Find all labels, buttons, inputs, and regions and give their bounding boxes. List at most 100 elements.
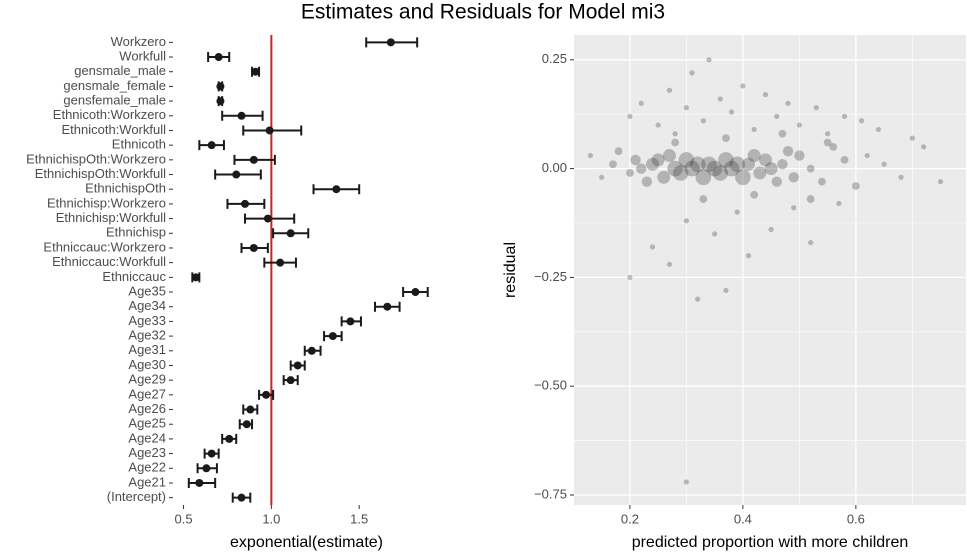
- point: [700, 118, 706, 124]
- estimate-point: [232, 170, 241, 179]
- estimate-point: [332, 185, 341, 194]
- estimate-point: [328, 332, 337, 341]
- point: [646, 157, 660, 171]
- point: [921, 144, 927, 150]
- y-tick-label: Age25: [128, 416, 166, 431]
- point: [818, 177, 826, 186]
- point: [806, 164, 815, 173]
- y-tick-label: Age33: [128, 313, 166, 328]
- y-tick-label: Workzero: [111, 34, 166, 49]
- y-tick-label: EthnichispOth:Workzero: [26, 151, 166, 166]
- y-tick-label: gensmale_female: [63, 78, 166, 93]
- estimate-point: [191, 273, 200, 282]
- x-axis-title: exponential(estimate): [230, 534, 383, 551]
- point: [909, 135, 915, 141]
- point: [937, 179, 944, 185]
- point: [758, 153, 772, 167]
- estimate-point: [207, 449, 216, 458]
- y-tick-label: Ethnichisp:Workfull: [56, 210, 166, 225]
- estimate-point: [246, 405, 255, 414]
- point: [706, 57, 712, 63]
- point: [825, 131, 831, 137]
- x-tick-label: 0.2: [621, 511, 639, 526]
- y-tick-label: Workfull: [119, 48, 166, 63]
- estimate-point: [249, 155, 258, 164]
- point: [777, 159, 788, 170]
- point: [728, 109, 735, 115]
- point: [636, 163, 647, 174]
- y-tick-label: −0.50: [534, 378, 567, 393]
- point: [823, 138, 832, 147]
- point: [747, 149, 761, 163]
- estimate-point: [293, 361, 302, 370]
- point: [689, 156, 706, 173]
- point: [796, 122, 802, 128]
- y-axis-title: residual: [502, 242, 519, 298]
- y-tick-label: Ethnichisp:Workzero: [47, 195, 166, 210]
- point: [851, 182, 860, 190]
- point: [630, 154, 641, 166]
- point: [718, 152, 734, 168]
- estimate-point: [225, 434, 234, 443]
- point: [788, 172, 799, 183]
- point: [753, 166, 767, 180]
- point: [599, 174, 605, 180]
- y-tick-label: Age32: [128, 328, 166, 343]
- point: [771, 176, 782, 187]
- y-tick-label: Ethniccauc:Workfull: [52, 254, 166, 269]
- y-tick-label: Ethniccauc:Workzero: [43, 239, 166, 254]
- x-tick-label: 0.5: [175, 511, 193, 526]
- y-tick-label: Ethniccauc: [102, 269, 166, 284]
- point: [609, 160, 617, 169]
- point: [671, 138, 680, 147]
- estimate-point: [262, 390, 271, 399]
- y-tick-label: 0.25: [542, 51, 567, 66]
- y-tick-label: Ethnichisp: [106, 225, 166, 240]
- y-tick-label: gensfemale_male: [63, 93, 166, 108]
- y-tick-label: Age21: [128, 474, 166, 489]
- point: [829, 142, 838, 151]
- x-tick-label: 0.6: [847, 511, 865, 526]
- point: [729, 156, 746, 173]
- point: [791, 205, 797, 211]
- x-axis-title: predicted proportion with more children: [632, 534, 909, 551]
- point: [689, 70, 695, 76]
- point: [723, 287, 729, 294]
- point: [695, 169, 712, 186]
- estimate-point: [263, 214, 272, 223]
- point: [898, 174, 904, 180]
- point: [667, 160, 683, 177]
- point: [841, 113, 848, 119]
- point: [627, 274, 633, 280]
- y-tick-label: Age26: [128, 401, 166, 416]
- point: [745, 253, 752, 259]
- estimate-point: [286, 376, 295, 385]
- y-tick-label: −0.25: [534, 269, 567, 284]
- point: [864, 152, 870, 159]
- estimate-point: [286, 229, 295, 238]
- y-tick-label: Age34: [128, 298, 166, 313]
- point: [614, 147, 623, 156]
- estimate-point: [195, 478, 204, 487]
- point: [672, 131, 678, 137]
- y-tick-label: Ethnicoth:Workzero: [53, 107, 166, 122]
- x-tick-label: 1.5: [350, 511, 368, 526]
- y-tick-label: Age29: [128, 372, 166, 387]
- point: [750, 190, 759, 199]
- point: [751, 126, 757, 133]
- point: [683, 105, 690, 111]
- estimate-point: [241, 199, 250, 208]
- estimate-point: [237, 493, 246, 502]
- point: [666, 261, 673, 267]
- x-tick-label: 0.4: [734, 511, 752, 526]
- y-tick-label: Age31: [128, 342, 166, 357]
- point: [626, 169, 634, 177]
- estimate-point: [265, 126, 274, 135]
- point: [627, 113, 633, 119]
- point: [638, 100, 644, 106]
- estimate-point: [386, 38, 395, 47]
- point: [734, 209, 740, 215]
- point: [742, 157, 756, 171]
